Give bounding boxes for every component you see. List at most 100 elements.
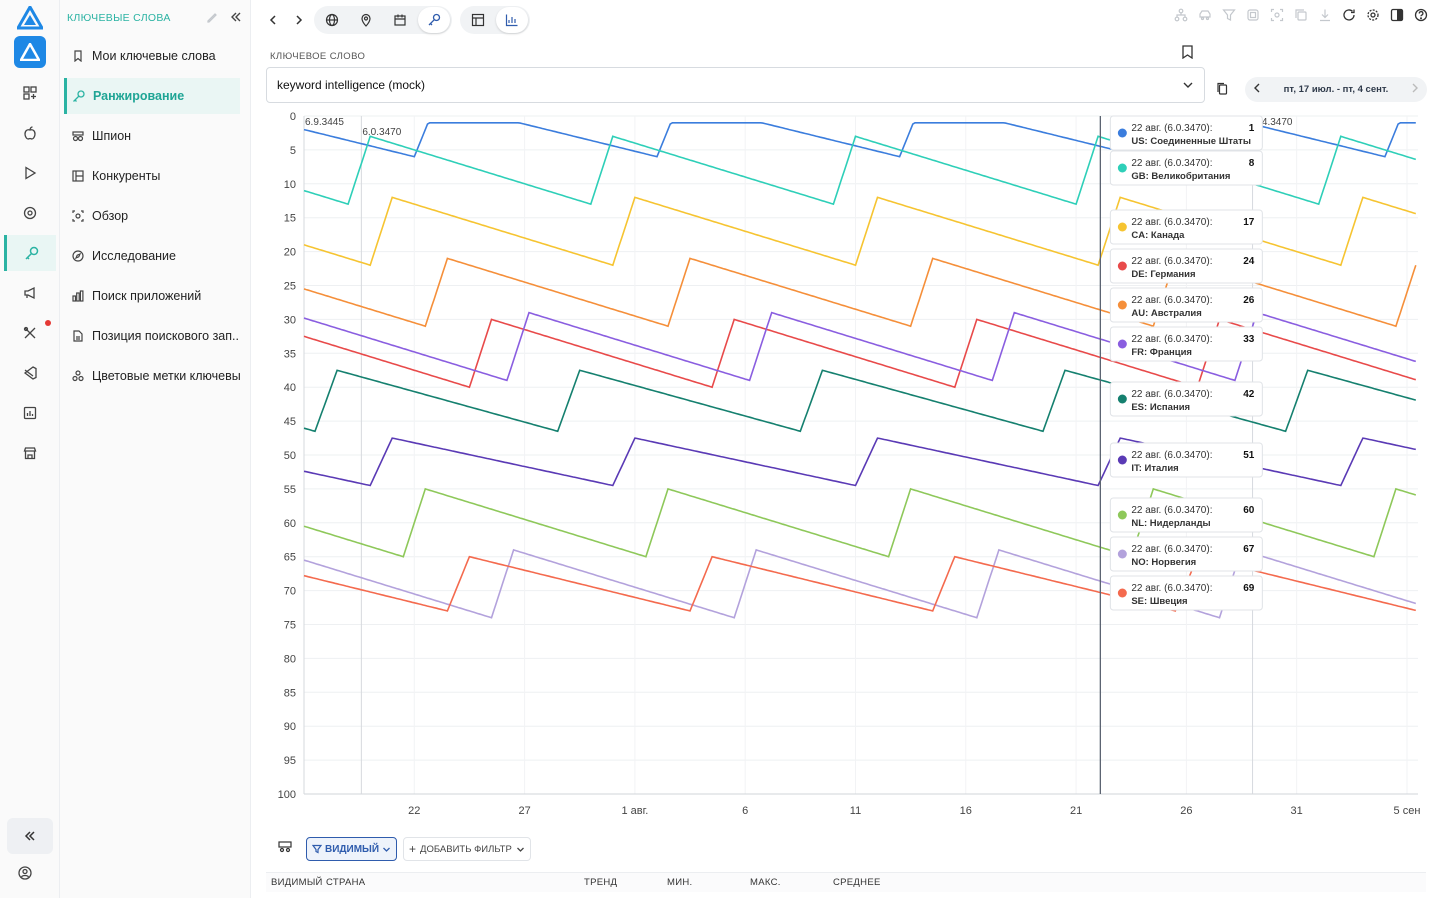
y-tick-label: 100: [278, 789, 296, 801]
tooltip-box: [1109, 209, 1263, 245]
download-icon[interactable]: [1318, 8, 1332, 27]
y-tick-label: 25: [284, 281, 296, 293]
hierarchy-icon[interactable]: [1174, 8, 1188, 27]
tooltip-date: 22 авг. (6.0.3470):: [1131, 389, 1212, 400]
chevron-down-icon: [383, 847, 390, 852]
tooltip-date: 22 авг. (6.0.3470):: [1131, 544, 1212, 555]
sidebar-item-research[interactable]: Исследование: [64, 238, 240, 274]
tooltip-date: 22 авг. (6.0.3470):: [1131, 505, 1212, 516]
sidebar-item-label: Цветовые метки ключевы...: [92, 369, 240, 383]
location-pin-icon[interactable]: [350, 7, 382, 33]
column-country[interactable]: СТРАНА: [326, 877, 366, 888]
column-visible[interactable]: ВИДИМЫЙ: [271, 877, 323, 888]
columns-icon[interactable]: [278, 840, 292, 858]
store-icon[interactable]: [18, 441, 42, 465]
y-tick-label: 60: [284, 518, 296, 530]
column-trend[interactable]: ТРЕНД: [584, 877, 618, 888]
key-icon[interactable]: [418, 7, 450, 33]
ranking-chart: 0 5 10 15 20 25 30 35 40 45 50 55 60 65 70 75 80 85 90 95 10…: [266, 108, 1440, 818]
collapse-rail-button[interactable]: [7, 818, 53, 854]
overview-icon: [72, 210, 84, 222]
gear-icon[interactable]: [1366, 8, 1380, 27]
x-tick-label: 27: [518, 805, 530, 817]
scan-icon[interactable]: [1270, 8, 1284, 27]
ranking-chart-svg: 0 5 10 15 20 25 30 35 40 45 50 55 60 65 70 75 80 85 90 95 10…: [278, 111, 1421, 817]
sidebar-item-competitors[interactable]: Конкуренты: [64, 158, 240, 194]
chart-view-icon[interactable]: [496, 7, 528, 33]
tooltip-series-name: GB: Великобритания: [1131, 171, 1230, 182]
help-icon[interactable]: [1414, 8, 1428, 27]
refresh-icon[interactable]: [1342, 8, 1356, 27]
eye-icon[interactable]: [18, 201, 42, 225]
globe-icon[interactable]: [316, 7, 348, 33]
megaphone-icon[interactable]: [18, 281, 42, 305]
tooltip-series-name: DE: Германия: [1131, 269, 1195, 280]
y-tick-label: 35: [284, 348, 296, 360]
sidebar-item-ranking[interactable]: Ранжирование: [64, 78, 240, 114]
x-tick-label: 6: [742, 805, 748, 817]
x-tick-label: 26: [1180, 805, 1192, 817]
forward-button[interactable]: [286, 7, 312, 33]
sidebar-item-spy[interactable]: Шпион: [64, 118, 240, 154]
dashboard-icon[interactable]: [18, 81, 42, 105]
box-icon[interactable]: [1246, 8, 1260, 27]
tooltip-date: 22 авг. (6.0.3470):: [1131, 256, 1212, 267]
copy-icon[interactable]: [1294, 8, 1308, 27]
color-tags-icon: [72, 370, 84, 382]
bookmark-icon[interactable]: [1181, 45, 1194, 64]
tooltip-value: 1: [1249, 123, 1255, 134]
y-tick-label: 50: [284, 450, 296, 462]
tooltip-marker: [1117, 588, 1127, 598]
keyword-select[interactable]: keyword intelligence (mock): [266, 67, 1205, 103]
add-filter-button[interactable]: + ДОБАВИТЬ ФИЛЬТР: [403, 837, 531, 861]
tooltip-value: 17: [1243, 217, 1255, 228]
analytics-icon[interactable]: [18, 401, 42, 425]
back-button[interactable]: [260, 7, 286, 33]
date-range-label: пт, 17 июл. - пт, 4 сент.: [1283, 84, 1389, 95]
apple-icon[interactable]: [18, 121, 42, 145]
x-tick-label: 21: [1070, 805, 1082, 817]
bar-chart-icon: [72, 290, 84, 302]
car-icon[interactable]: [1198, 8, 1212, 27]
column-max[interactable]: МАКС.: [750, 877, 781, 888]
visible-filter-button[interactable]: ВИДИМЫЙ: [306, 837, 398, 861]
sidebar-item-color-tags[interactable]: Цветовые метки ключевы...: [64, 358, 240, 394]
sidebar-item-my-keywords[interactable]: Мои ключевые слова: [64, 38, 240, 74]
x-tick-label: 31: [1291, 805, 1303, 817]
calendar-icon[interactable]: [384, 7, 416, 33]
google-play-icon[interactable]: [18, 161, 42, 185]
column-min[interactable]: МИН.: [667, 877, 693, 888]
chevron-right-icon[interactable]: [1410, 83, 1419, 96]
keyword-value: keyword intelligence (mock): [277, 78, 426, 92]
app-switch-button[interactable]: [14, 36, 46, 68]
sidebar-item-label: Обзор: [92, 209, 129, 223]
date-range-picker[interactable]: пт, 17 июл. - пт, 4 сент.: [1245, 77, 1427, 102]
copy-keyword-icon[interactable]: [1216, 82, 1229, 101]
tooltip-value: 42: [1243, 389, 1255, 400]
column-average[interactable]: СРЕДНЕЕ: [833, 877, 881, 888]
y-tick-label: 45: [284, 416, 296, 428]
collapse-sidebar-icon[interactable]: [230, 10, 242, 28]
tooltip-box: [1109, 287, 1263, 323]
y-tick-label: 55: [284, 484, 296, 496]
edit-icon[interactable]: [206, 10, 218, 28]
panel-toggle-icon[interactable]: [1390, 8, 1404, 27]
tooltip-series-name: ES: Испания: [1131, 402, 1190, 413]
tools-icon[interactable]: [18, 321, 42, 345]
table-view-icon[interactable]: [462, 7, 494, 33]
account-icon[interactable]: [18, 866, 32, 885]
tooltip-value: 26: [1243, 295, 1255, 306]
filter-icon[interactable]: [1222, 8, 1236, 27]
keywords-nav-icon[interactable]: [4, 235, 56, 271]
chevron-left-icon[interactable]: [1253, 83, 1262, 96]
tooltip-box: [1109, 497, 1263, 533]
sidebar-item-overview[interactable]: Обзор: [64, 198, 240, 234]
tooltip-box: [1109, 442, 1263, 478]
tooltip-marker: [1117, 394, 1127, 404]
sidebar-title: КЛЮЧЕВЫЕ СЛОВА: [67, 12, 171, 24]
vscode-icon[interactable]: [18, 361, 42, 385]
tooltip-marker: [1117, 510, 1127, 520]
y-tick-label: 65: [284, 552, 296, 564]
sidebar-item-search-position[interactable]: Позиция поискового зап...: [64, 318, 240, 354]
sidebar-item-app-search[interactable]: Поиск приложений: [64, 278, 240, 314]
